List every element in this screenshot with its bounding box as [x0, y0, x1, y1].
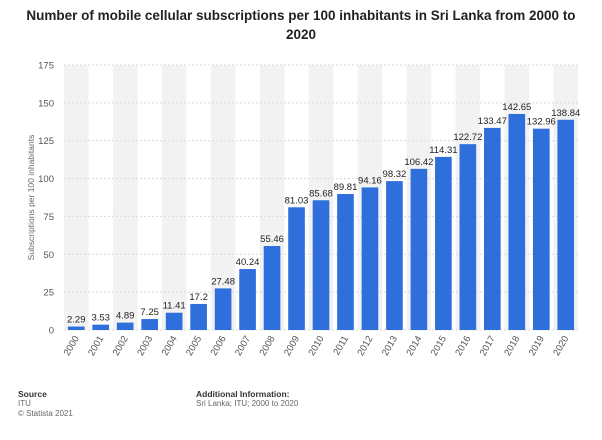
bar — [141, 319, 158, 330]
data-label: 4.89 — [116, 311, 135, 322]
source-heading: Source — [18, 389, 47, 399]
x-tick-label: 2005 — [184, 334, 204, 358]
additional-info-text: Sri Lanka; ITU; 2000 to 2020 — [196, 399, 299, 408]
bar — [67, 326, 85, 330]
x-tick-label: 2011 — [331, 334, 351, 357]
data-label: 142.65 — [502, 102, 531, 113]
data-label: 133.47 — [478, 116, 507, 127]
y-tick-label: 150 — [38, 98, 54, 109]
data-label: 98.32 — [383, 169, 407, 180]
x-tick-label: 2003 — [135, 334, 155, 358]
bar — [508, 113, 526, 330]
x-tick-label: 2017 — [478, 334, 498, 358]
bar — [239, 269, 256, 330]
x-tick-label: 2002 — [111, 334, 131, 358]
bar — [459, 144, 477, 330]
bar — [361, 187, 379, 330]
y-tick-label: 0 — [49, 326, 54, 337]
chart-title: Number of mobile cellular subscriptions … — [26, 8, 576, 42]
x-tick-label: 2013 — [380, 334, 400, 358]
data-label: 11.41 — [163, 301, 186, 312]
additional-info-heading: Additional Information: — [196, 389, 290, 399]
x-tick-label: 2008 — [258, 334, 278, 358]
y-tick-labels: 0 25 50 75 100 125 150 175 — [38, 61, 54, 337]
x-tick-labels: 2000 2001 2002 2003 2004 2005 2006 2007 2008 2009… — [62, 334, 572, 358]
data-label: 85.68 — [309, 188, 333, 199]
bar — [410, 168, 428, 330]
x-tick-label: 2018 — [502, 334, 522, 358]
data-label: 94.16 — [358, 175, 382, 186]
x-tick-label: 2016 — [453, 334, 473, 358]
x-tick-label: 2007 — [233, 334, 253, 358]
bar — [532, 128, 550, 330]
bar — [435, 156, 452, 330]
background-band — [112, 65, 138, 330]
bar — [312, 200, 330, 330]
x-tick-label: 2000 — [62, 334, 82, 358]
data-label: 114.31 — [429, 145, 457, 156]
x-tick-label: 2020 — [551, 334, 571, 358]
data-label: 27.48 — [211, 276, 235, 287]
y-tick-label: 75 — [43, 212, 54, 223]
y-tick-label: 50 — [43, 250, 54, 261]
y-tick-label: 100 — [38, 174, 54, 185]
x-tick-label: 2009 — [282, 334, 302, 358]
bar — [288, 207, 305, 330]
x-tick-label: 2001 — [86, 334, 106, 358]
bar — [165, 312, 183, 330]
source-name[interactable]: ITU — [18, 399, 31, 408]
x-tick-label: 2010 — [307, 334, 327, 358]
y-tick-label: 25 — [43, 288, 54, 299]
x-tick-label: 2015 — [429, 334, 449, 358]
x-tick-label: 2004 — [160, 334, 180, 358]
bar — [190, 303, 207, 330]
bar — [116, 322, 134, 330]
data-label: 40.24 — [236, 257, 260, 268]
data-label: 2.29 — [67, 315, 86, 326]
x-tick-label: 2006 — [209, 334, 229, 358]
bar — [263, 246, 281, 330]
x-tick-label: 2019 — [527, 334, 547, 358]
data-label: 7.25 — [140, 307, 159, 318]
data-label: 138.84 — [551, 108, 580, 119]
x-tick-label: 2014 — [404, 334, 424, 358]
additional-info-block: Additional Information: Sri Lanka; ITU; … — [196, 389, 298, 409]
bar — [214, 288, 232, 330]
x-tick-label: 2012 — [355, 334, 375, 358]
bar — [557, 119, 575, 331]
background-band — [210, 65, 236, 330]
data-label: 55.46 — [260, 234, 284, 245]
bar — [337, 194, 354, 330]
bar — [92, 324, 110, 330]
data-label: 17.2 — [189, 292, 208, 303]
background-band — [64, 65, 89, 330]
data-label: 106.42 — [404, 157, 433, 168]
y-tick-label: 175 — [38, 61, 54, 72]
source-block: Source ITU © Statista 2021 — [18, 389, 73, 419]
copyright[interactable]: © Statista 2021 — [18, 409, 73, 418]
data-label: 3.53 — [91, 313, 110, 324]
y-tick-label: 125 — [38, 136, 54, 147]
data-label: 81.03 — [285, 195, 309, 206]
bar — [484, 127, 501, 331]
bars — [67, 113, 575, 331]
data-label: 132.96 — [527, 117, 556, 128]
bar — [386, 181, 403, 330]
y-axis-title: Subscriptions per 100 inhabitants — [26, 135, 36, 261]
data-label: 89.81 — [334, 182, 358, 193]
data-label: 122.72 — [453, 132, 482, 143]
background-band — [161, 65, 187, 330]
